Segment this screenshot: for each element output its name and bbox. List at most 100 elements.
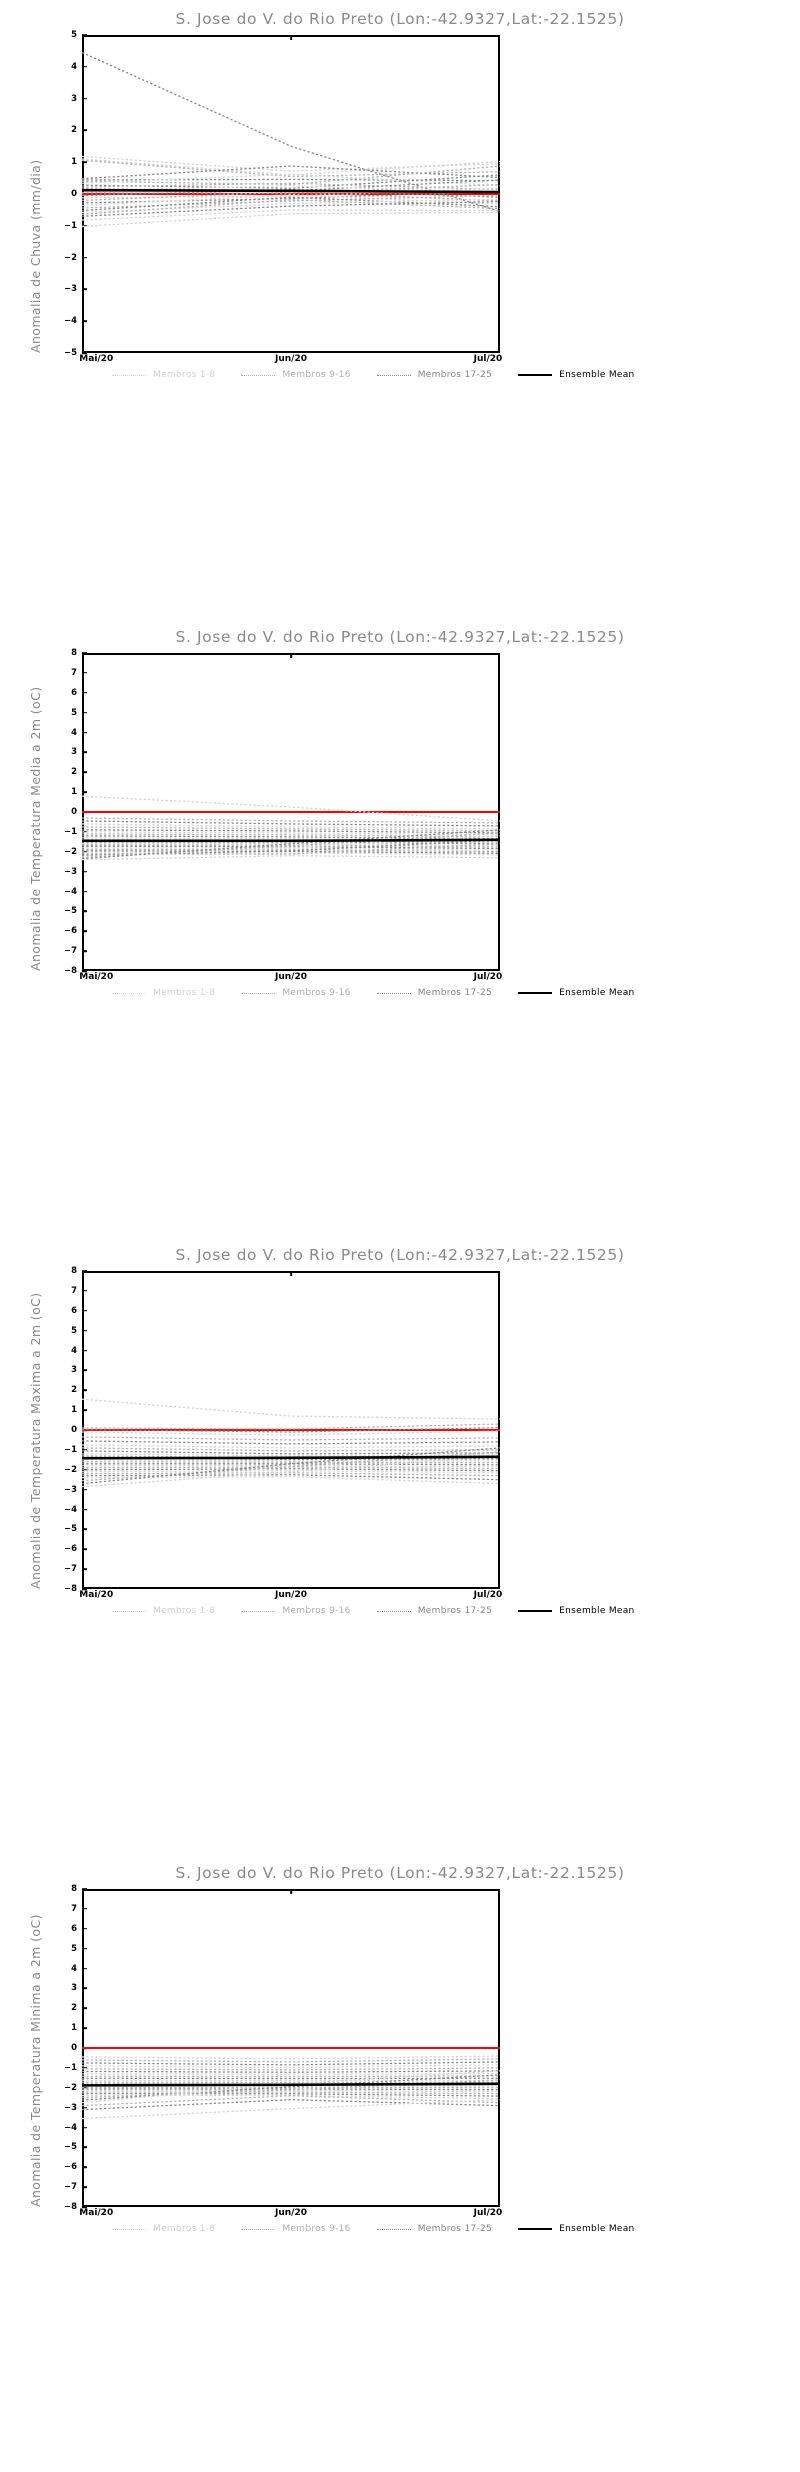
page-title: S. Jose do V. do Rio Preto (Lon:-42.9327… bbox=[175, 628, 625, 646]
member-line bbox=[82, 1463, 501, 1466]
member-line bbox=[81, 198, 501, 214]
y-axis-tick-label: −3 bbox=[63, 2102, 77, 2113]
y-axis-tick-label: 7 bbox=[71, 1285, 77, 1296]
member-line bbox=[81, 826, 501, 832]
legend-item: Membros 1-8 bbox=[112, 2224, 215, 2234]
y-axis-tick-label: 7 bbox=[71, 667, 77, 678]
y-axis-tick-mark bbox=[82, 34, 87, 36]
legend-item-label: Ensemble Mean bbox=[559, 1606, 635, 1616]
y-axis-tick-mark bbox=[82, 2007, 87, 2010]
legend-item-label: Ensemble Mean bbox=[559, 370, 635, 380]
y-axis-tick-label: 0 bbox=[71, 189, 77, 199]
y-axis-tick-label: 3 bbox=[71, 1365, 77, 1376]
member-line bbox=[81, 179, 501, 192]
member-line bbox=[81, 2099, 501, 2120]
x-axis-tick-label: Mai/20 bbox=[79, 2208, 114, 2218]
member-line bbox=[81, 1447, 501, 1485]
y-axis-tick-label: 1 bbox=[71, 2023, 77, 2034]
series-lines bbox=[81, 2047, 501, 2120]
legend: Membros 1-8 Membros 9-16 Membros 17-25 Ense… bbox=[82, 368, 772, 382]
y-axis-tick-mark bbox=[82, 1947, 87, 1950]
member-line bbox=[81, 1436, 501, 1441]
y-axis-tick-mark bbox=[82, 1927, 87, 1930]
y-axis-tick-mark bbox=[82, 1588, 87, 1590]
x-axis-tick-label: Jul/20 bbox=[473, 972, 503, 982]
y-axis-tick-label: 1 bbox=[71, 787, 77, 798]
y-axis-tick-label: 3 bbox=[71, 747, 77, 758]
y-axis-tick-label: −7 bbox=[63, 2182, 77, 2193]
x-axis-tick-label: Jul/20 bbox=[473, 354, 503, 364]
y-axis-tick-label: −4 bbox=[63, 1504, 77, 1515]
x-axis-tick-label: Jun/20 bbox=[275, 972, 307, 982]
legend-swatch-icon bbox=[376, 2228, 411, 2230]
y-axis-label: Anomalia de Chuva (mm/dia) bbox=[28, 159, 43, 353]
legend-swatch-icon bbox=[241, 992, 276, 994]
y-axis-tick-label: 4 bbox=[71, 61, 77, 72]
y-axis-tick-label: −1 bbox=[63, 1444, 77, 1455]
member-line bbox=[82, 842, 501, 847]
y-axis-tick-label: −4 bbox=[63, 2122, 77, 2133]
x-axis-tick-label: Jun/20 bbox=[275, 1590, 307, 1600]
member-line bbox=[81, 832, 501, 859]
chart-panel: S. Jose do V. do Rio Preto (Lon:-42.9327… bbox=[0, 0, 800, 618]
x-axis-tick-label: Mai/20 bbox=[79, 1590, 114, 1600]
plot-area: 5 4 3 2 1 0 −1 −2 −3 −4 −5 Mai/20 Jun/20 Jul/20 bbox=[64, 30, 502, 364]
legend-item: Membros 17-25 bbox=[376, 988, 492, 998]
legend-item-label: Membros 1-8 bbox=[153, 370, 216, 380]
member-line bbox=[81, 1398, 501, 1420]
y-axis-label: Anomalia de Temperatura Minima a 2m (oC) bbox=[28, 1914, 43, 2207]
y-axis-tick-mark bbox=[82, 910, 87, 913]
member-line bbox=[81, 158, 501, 176]
y-axis-tick-mark bbox=[82, 2126, 87, 2129]
member-line bbox=[81, 196, 501, 212]
member-line bbox=[81, 2075, 501, 2078]
y-axis-tick-label: −6 bbox=[63, 1544, 77, 1555]
x-axis-tick-label: Jun/20 bbox=[275, 2208, 307, 2218]
legend-item: Ensemble Mean bbox=[518, 2224, 634, 2234]
member-line bbox=[81, 165, 501, 186]
y-axis-tick-label: 6 bbox=[71, 1305, 77, 1316]
member-line bbox=[81, 835, 501, 840]
legend-swatch-icon bbox=[241, 2228, 276, 2230]
legend-item: Membros 1-8 bbox=[112, 1606, 215, 1616]
y-axis-tick-label: −2 bbox=[63, 2082, 77, 2093]
y-axis-tick-mark bbox=[82, 256, 87, 259]
ensemble-mean-line bbox=[81, 2082, 501, 2087]
y-axis-tick-label: −1 bbox=[63, 220, 77, 231]
y-axis-tick-mark bbox=[82, 2166, 87, 2169]
member-line bbox=[81, 1444, 501, 1449]
y-axis-tick-mark bbox=[82, 711, 87, 714]
member-line bbox=[81, 855, 501, 861]
y-axis-tick-mark bbox=[82, 771, 87, 774]
y-axis-tick-label: 3 bbox=[71, 93, 77, 104]
legend-swatch-icon bbox=[112, 992, 146, 994]
y-axis-tick-label: 2 bbox=[71, 125, 77, 136]
ensemble-mean-line bbox=[81, 188, 501, 194]
member-line bbox=[81, 1468, 501, 1472]
member-line bbox=[81, 2074, 501, 2101]
y-axis-tick-mark bbox=[82, 791, 87, 793]
member-line bbox=[81, 844, 501, 848]
member-line bbox=[81, 1447, 501, 1452]
y-axis-tick-mark bbox=[82, 870, 87, 873]
y-axis-tick-mark bbox=[82, 161, 87, 163]
y-axis-tick-label: 6 bbox=[71, 687, 77, 698]
y-axis-tick-mark bbox=[82, 1409, 87, 1411]
y-axis-label: Anomalia de Temperatura Maxima a 2m (oC) bbox=[28, 1292, 43, 1589]
member-line bbox=[81, 165, 501, 180]
member-line bbox=[81, 847, 501, 851]
y-axis-tick-mark bbox=[82, 1468, 87, 1471]
member-line bbox=[81, 2061, 501, 2066]
y-axis-tick-mark bbox=[82, 97, 87, 100]
y-axis-tick-mark bbox=[82, 1987, 87, 1990]
legend-item: Membros 17-25 bbox=[376, 370, 492, 380]
member-line bbox=[81, 845, 501, 850]
member-line bbox=[81, 199, 501, 216]
member-line bbox=[81, 188, 501, 198]
y-axis-tick-mark bbox=[82, 2067, 87, 2069]
series-lines bbox=[81, 1398, 501, 1488]
y-axis-tick-mark bbox=[82, 1548, 87, 1551]
member-line bbox=[81, 1464, 501, 1468]
x-axis-tick-mark bbox=[290, 653, 292, 658]
y-axis-tick-mark bbox=[82, 225, 87, 227]
